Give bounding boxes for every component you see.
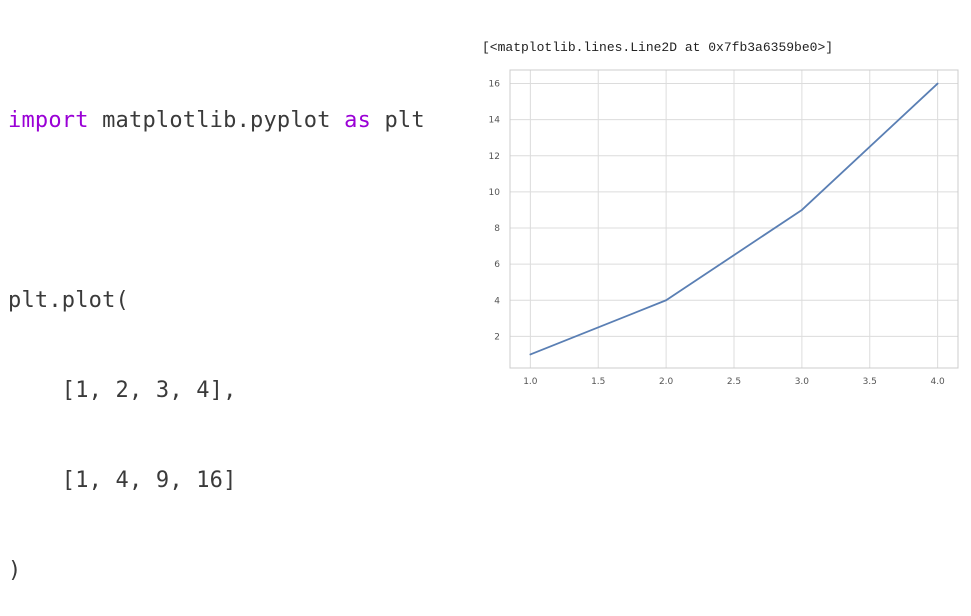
y-tick-label: 10 (489, 188, 501, 198)
output-repr-text: [<matplotlib.lines.Line2D at 0x7fb3a6359… (482, 40, 834, 55)
code-line-2 (8, 196, 458, 226)
code-line-1: import matplotlib.pyplot as plt (8, 106, 458, 136)
x-tick-label: 2.5 (727, 377, 741, 387)
data-point (529, 353, 532, 356)
x-tick-label: 4.0 (930, 377, 945, 387)
code-line-5: [1, 4, 9, 16] (8, 468, 237, 493)
y-tick-label: 4 (494, 296, 500, 306)
x-tick-label: 1.5 (591, 377, 605, 387)
y-tick-label: 8 (494, 224, 500, 234)
x-tick-label: 1.0 (523, 377, 538, 387)
y-tick-label: 6 (494, 260, 500, 270)
code-text: plt (371, 108, 425, 133)
code-line-4: [1, 2, 3, 4], (8, 378, 237, 403)
chart-svg: 1.0 1.5 2.0 2.5 3.0 3.5 4.0 2 4 6 8 10 12 14 16 (489, 69, 959, 387)
y-tick-label: 14 (489, 116, 501, 126)
axes-frame (509, 69, 959, 369)
x-tick-label: 3.0 (795, 377, 810, 387)
x-tick-label: 3.5 (863, 377, 877, 387)
x-tick-label: 2.0 (659, 377, 674, 387)
y-tick-label: 2 (494, 332, 500, 342)
code-line-6: ) (8, 558, 22, 583)
keyword-as: as (344, 108, 372, 133)
y-tick-label: 12 (489, 152, 500, 162)
line-plot: 1.0 1.5 2.0 2.5 3.0 3.5 4.0 2 4 6 8 10 12 14 16 (472, 62, 964, 392)
code-cell[interactable]: import matplotlib.pyplot as plt plt.plot… (8, 46, 458, 583)
data-point (936, 82, 939, 85)
keyword-import: import (8, 108, 89, 133)
code-text: matplotlib.pyplot (88, 108, 345, 133)
data-point (665, 299, 668, 302)
code-line-3: plt.plot( (8, 288, 130, 313)
y-tick-label: 16 (489, 80, 501, 90)
series-line (530, 82, 939, 356)
data-point (800, 209, 803, 211)
